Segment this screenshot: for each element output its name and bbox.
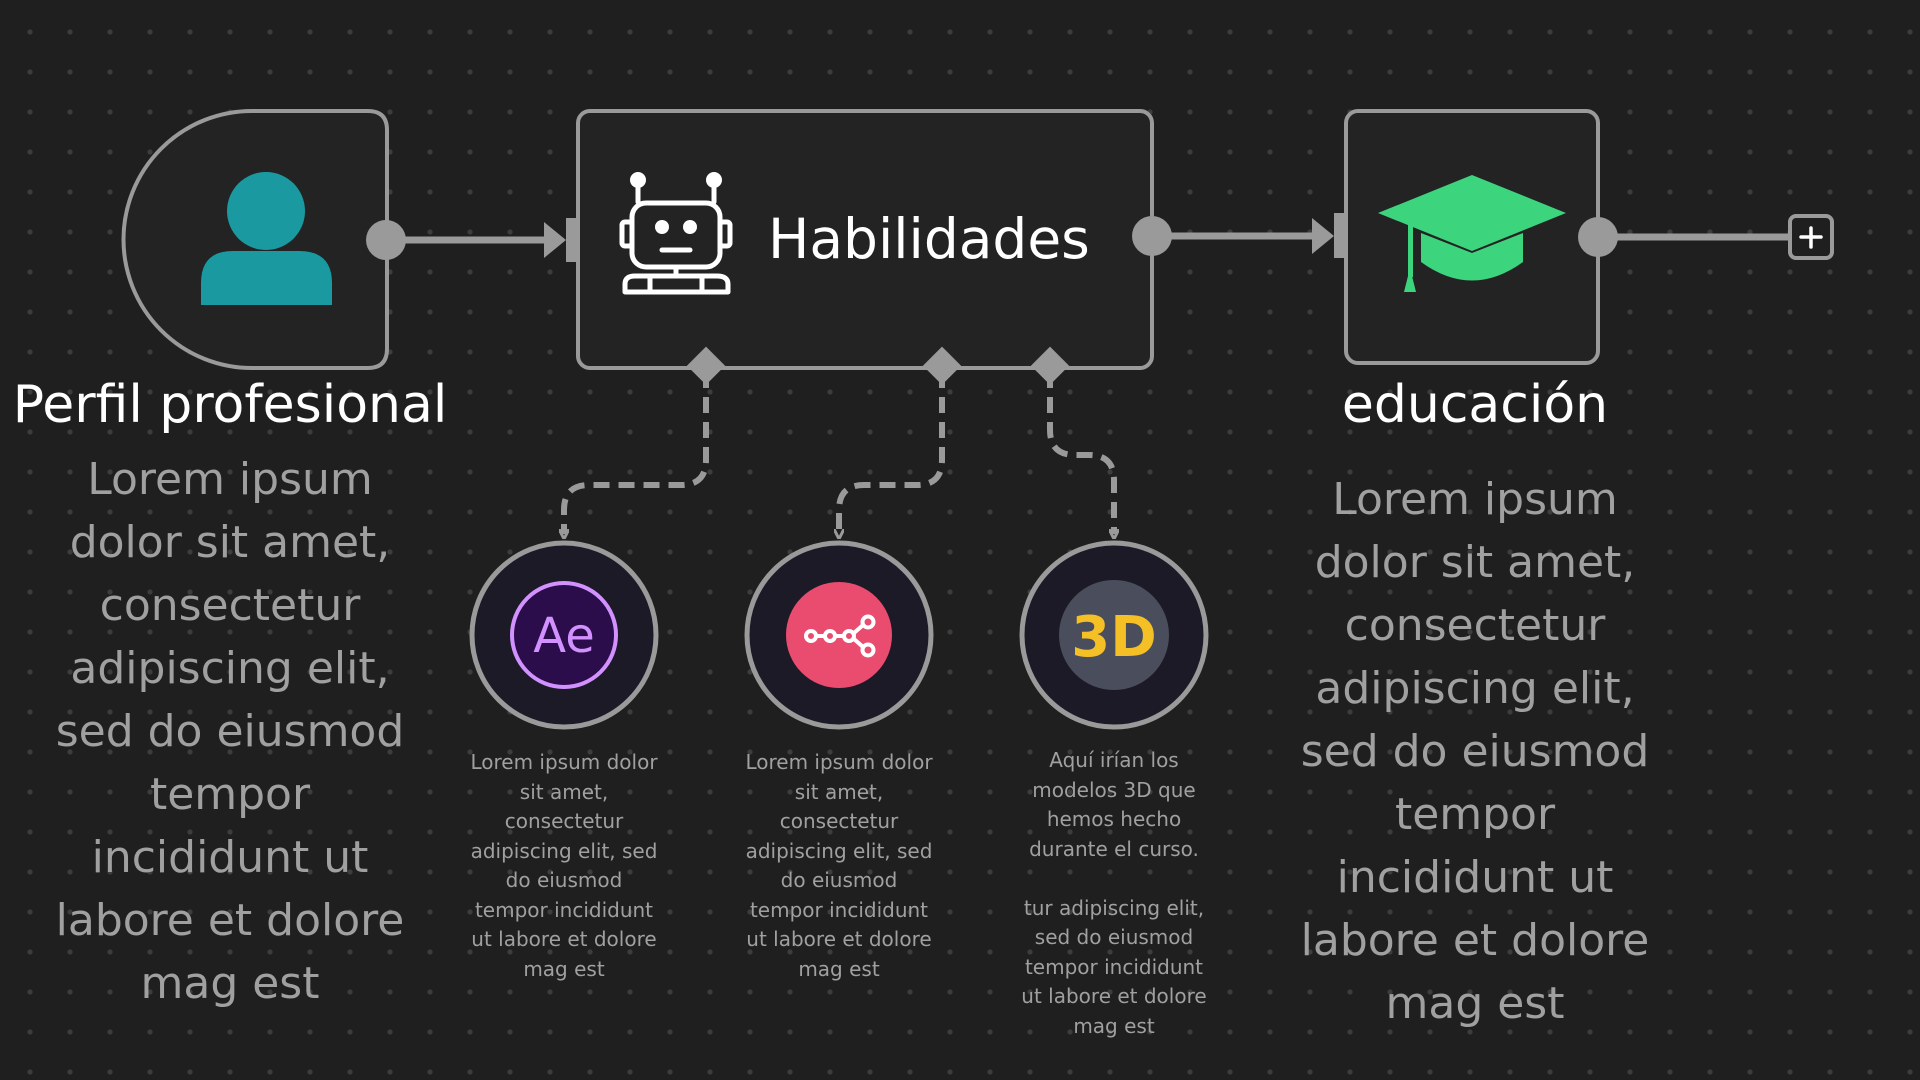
habilidades-input-port[interactable]: [1132, 216, 1172, 256]
skill-connectors: [564, 372, 1114, 534]
workflow-icon: [786, 582, 892, 688]
node-habilidades[interactable]: Habilidades: [576, 109, 1172, 385]
skill-3d-description: Aquí irían los modelos 3D que hemos hech…: [1021, 748, 1207, 1038]
dashed-connector-3d: [1047, 372, 1114, 534]
educacion-description: Lorem ipsum dolor sit amet, consectetur …: [1300, 474, 1650, 1029]
plus-icon: [1799, 226, 1823, 249]
node-perfil-profesional[interactable]: [121, 109, 407, 370]
educacion-title: educación: [1341, 375, 1609, 435]
3d-icon: 3D: [1059, 580, 1169, 690]
perfil-output-port[interactable]: [366, 220, 406, 260]
skill-workflow-description: Lorem ipsum dolor sit amet, consectetur …: [745, 750, 933, 981]
dashed-connector-workflow: [839, 372, 945, 534]
perfil-title: Perfil profesional: [12, 375, 448, 435]
robot-icon: [619, 181, 733, 295]
graduation-cap-icon: [1378, 175, 1566, 292]
node-educacion[interactable]: [1344, 109, 1618, 365]
connector-perfil-habilidades-arrow: [544, 222, 566, 258]
perfil-description: Lorem ipsum dolor sit amet, consectetur …: [55, 454, 405, 1009]
skill-port-ae[interactable]: [686, 346, 726, 385]
skill-workflow[interactable]: [744, 540, 934, 730]
add-node-button[interactable]: [1788, 214, 1834, 260]
after-effects-icon: Ae: [510, 581, 618, 689]
svg-text:Ae: Ae: [533, 608, 595, 664]
connector-habilidades-educacion-arrow: [1312, 218, 1334, 254]
user-icon: [201, 172, 332, 305]
skill-port-3d[interactable]: [1030, 346, 1070, 385]
skill-port-workflow[interactable]: [922, 346, 962, 385]
svg-text:3D: 3D: [1071, 605, 1156, 670]
skill-3d[interactable]: 3D: [1019, 540, 1209, 730]
skill-after-effects[interactable]: Ae: [469, 540, 659, 730]
educacion-output-port[interactable]: [1578, 217, 1618, 257]
skill-ae-description: Lorem ipsum dolor sit amet, consectetur …: [470, 750, 658, 981]
habilidades-title: Habilidades: [768, 207, 1090, 271]
dashed-connector-ae: [564, 372, 709, 534]
